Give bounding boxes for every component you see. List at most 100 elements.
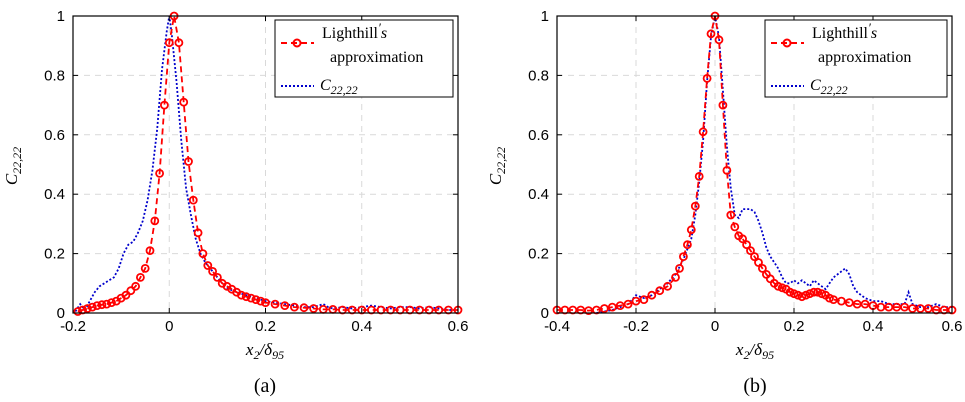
- chart-panel-b: -0.4 -0.2 0 0.2 0.4 0.600.20.40.60.81 x2/δ95 …: [486, 8, 962, 397]
- series-point-lighthill: [742, 240, 751, 250]
- x-tick-label: 0.4: [351, 318, 372, 335]
- y-tick-label: 0.4: [528, 186, 549, 203]
- y-tick-label: 0.6: [528, 127, 549, 144]
- series-point-lighthill: [280, 301, 290, 311]
- legend-box: [764, 19, 948, 98]
- y-tick-label: 0: [541, 305, 549, 322]
- x-tick-label: 0.2: [784, 318, 805, 335]
- x-tick-label: -0.4: [544, 318, 570, 335]
- series-point-lighthill: [718, 100, 728, 110]
- series-point-lighthill: [131, 281, 141, 291]
- series-point-lighthill: [754, 258, 763, 267]
- series-point-lighthill: [714, 35, 724, 45]
- series-point-lighthill: [690, 201, 700, 211]
- series-group: [73, 11, 463, 316]
- series-point-lighthill: [844, 298, 854, 308]
- series-point-lighthill: [87, 302, 97, 312]
- series-point-lighthill: [694, 171, 704, 181]
- series-point-lighthill: [900, 302, 909, 312]
- series-point-lighthill: [92, 301, 102, 311]
- series-point-lighthill: [805, 289, 815, 299]
- y-tick-label: 0: [57, 305, 65, 322]
- series-point-lighthill: [600, 304, 609, 313]
- series-line-c2222: [596, 15, 952, 314]
- y-tick-label: 0.6: [44, 127, 65, 144]
- series-point-lighthill: [299, 303, 309, 313]
- series-point-lighthill: [706, 29, 716, 39]
- series-point-lighthill: [107, 298, 116, 308]
- legend-label-lighthill-line2: approximation: [330, 49, 423, 66]
- x-tick-label: 0.4: [863, 318, 884, 335]
- series-point-lighthill: [188, 195, 198, 205]
- y-axis-label: C22,22: [486, 147, 508, 185]
- series-point-lighthill: [155, 168, 165, 178]
- y-tick-label: 0.8: [44, 67, 65, 84]
- series-point-lighthill: [730, 222, 740, 232]
- tick-labels: -0.2 0 0.2 0.4 0.600.20.40.60.81: [44, 8, 468, 335]
- x-tick-label: -0.2: [623, 318, 649, 335]
- series-point-lighthill: [686, 225, 696, 235]
- panel-label: (b): [743, 375, 766, 397]
- series-point-lighthill: [655, 286, 665, 296]
- series-point-lighthill: [758, 263, 767, 273]
- series-point-lighthill: [73, 307, 83, 316]
- y-tick-label: 0.8: [528, 67, 549, 84]
- x-axis-label: x2/δ95: [245, 340, 284, 362]
- legend-label-lighthill-line1: Lighthill′s: [322, 20, 387, 42]
- series-point-lighthill: [797, 292, 807, 302]
- series-point-lighthill: [923, 304, 933, 313]
- series-point-lighthill: [208, 266, 218, 276]
- series-group: [552, 11, 957, 316]
- series-point-lighthill: [198, 249, 208, 259]
- series-point-lighthill: [679, 252, 688, 262]
- legend: Lighthill′s approximation C22,22: [274, 19, 454, 98]
- series-point-lighthill: [135, 272, 145, 282]
- series-point-lighthill: [145, 246, 155, 256]
- x-tick-label: 0: [165, 318, 173, 335]
- series-point-lighthill: [179, 97, 189, 107]
- series-point-lighthill: [102, 299, 112, 309]
- legend-box: [274, 19, 454, 98]
- series-point-lighthill: [809, 287, 819, 297]
- series-point-lighthill: [309, 304, 319, 313]
- series-point-lighthill: [683, 240, 692, 250]
- legend-label-lighthill-line1: Lighthill′s: [812, 20, 877, 42]
- grid-lines: [557, 16, 952, 313]
- y-axis-label: C22,22: [2, 147, 24, 185]
- x-tick-label: -0.2: [60, 318, 86, 335]
- legend-label-lighthill-line2: approximation: [818, 49, 911, 66]
- y-tick-label: 0.2: [44, 246, 65, 263]
- legend: Lighthill′s approximation C22,22: [764, 19, 948, 98]
- series-point-lighthill: [647, 290, 657, 300]
- y-tick-label: 1: [57, 8, 65, 25]
- series-point-lighthill: [193, 228, 203, 238]
- series-point-lighthill: [777, 283, 787, 293]
- series-point-lighthill: [702, 74, 712, 83]
- series-point-lighthill: [212, 272, 222, 282]
- x-tick-label: 0.6: [942, 318, 963, 335]
- plot-frame: [556, 15, 953, 314]
- series-point-lighthill: [675, 263, 684, 273]
- legend-marker-lighthill: [782, 38, 792, 48]
- series-point-lighthill: [663, 281, 672, 291]
- series-point-lighthill: [184, 157, 193, 166]
- x-tick-label: 0: [711, 318, 719, 335]
- series-point-lighthill: [860, 299, 870, 309]
- series-point-lighthill: [829, 295, 838, 305]
- series-point-lighthill: [261, 298, 270, 308]
- series-point-lighthill: [83, 304, 92, 313]
- series-point-lighthill: [726, 210, 736, 220]
- series-point-lighthill: [639, 295, 649, 305]
- series-point-lighthill: [270, 299, 280, 309]
- chart-panel-a: -0.2 0 0.2 0.4 0.600.20.40.60.81 x2/δ95 C22,…: [2, 8, 468, 397]
- series-point-lighthill: [773, 281, 783, 291]
- series-point-lighthill: [121, 290, 131, 300]
- y-tick-label: 0.4: [44, 186, 65, 203]
- series-point-lighthill: [236, 290, 246, 300]
- series-point-lighthill: [789, 289, 799, 299]
- series-point-lighthill: [908, 304, 917, 313]
- series-point-lighthill: [813, 287, 823, 297]
- x-tick-label: 0.2: [255, 318, 276, 335]
- y-tick-label: 0.2: [528, 246, 549, 263]
- series-point-lighthill: [289, 302, 299, 312]
